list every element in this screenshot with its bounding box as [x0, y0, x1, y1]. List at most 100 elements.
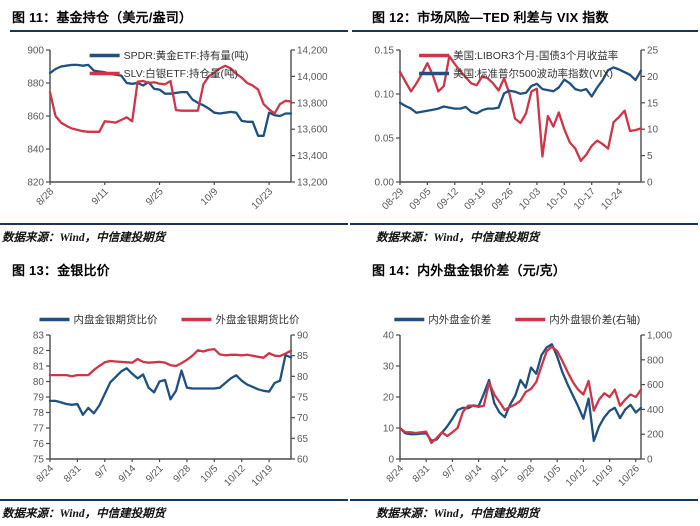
- x-axis-ticks: 8/24 8/31 9/7 9/14 9/21 9/28 10/5 10/12 10/19: [35, 459, 276, 489]
- svg-text:25: 25: [647, 46, 659, 57]
- legend-label-0: 美国:LIBOR3个月-国债3个月收益率: [453, 49, 618, 62]
- fig14-chart-area: 40 30 20 10 0 1,000 800 600 400 200 0 8/24 8/31 9/7 9/…: [354, 313, 698, 499]
- svg-text:860: 860: [27, 112, 44, 123]
- svg-text:9/11: 9/11: [90, 186, 111, 207]
- svg-text:82: 82: [33, 346, 45, 357]
- svg-text:75: 75: [297, 393, 309, 404]
- svg-text:85: 85: [297, 351, 309, 362]
- svg-text:0.10: 0.10: [375, 90, 395, 101]
- right-axis-ticks: 14,200 14,000 13,800 13,600 13,400 13,200: [291, 46, 328, 189]
- svg-text:9/7: 9/7: [93, 463, 111, 481]
- svg-text:65: 65: [297, 434, 309, 445]
- x-axis-ticks: 08-29 09-05 09-12 09-19 09-26 10-03 10-10 10-17…: [380, 182, 626, 212]
- fund-holdings-chart: 90088086084082014,20014,00013,80013,6001…: [27, 46, 328, 212]
- svg-text:9/28: 9/28: [516, 463, 538, 485]
- svg-text:5: 5: [647, 151, 653, 162]
- x-axis-ticks: 8/28 9/11 9/25 10/9 10/23: [35, 182, 276, 212]
- svg-text:0: 0: [647, 178, 653, 189]
- fig11-chart-area: 900 880 860 840 820 14,200 14,000 13,800 13,600 1…: [4, 42, 348, 222]
- series-line-1: [48, 64, 293, 133]
- fig12-footer-rule: [350, 223, 698, 225]
- svg-text:10/19: 10/19: [250, 463, 276, 489]
- right-axis-ticks: 25 20 15 10 5 0: [641, 46, 659, 189]
- svg-text:60: 60: [297, 455, 309, 466]
- legend-label-1: SLV:白银ETF:持仓量(吨): [124, 67, 238, 80]
- svg-text:9/14: 9/14: [117, 463, 139, 485]
- fig12-data-source: 数据来源：Wind，中信建投期货: [376, 232, 540, 244]
- svg-text:70: 70: [297, 413, 309, 424]
- panel-fig13: 图 13：金银比价 83 82 81 80 79 78 77 76 75 90 85 80 75 70 65…: [0, 253, 350, 526]
- series-line-0: [48, 63, 293, 137]
- svg-text:10/9: 10/9: [199, 186, 221, 208]
- svg-text:8/31: 8/31: [411, 463, 433, 485]
- svg-text:40: 40: [383, 331, 395, 342]
- fig11-data-source: 数据来源：Wind，中信建投期货: [2, 232, 166, 244]
- fig14-title: 图 14：内外盘金银价差（元/克）: [372, 263, 567, 278]
- svg-text:0.15: 0.15: [375, 46, 395, 57]
- svg-text:10-17: 10-17: [572, 186, 598, 212]
- svg-text:77: 77: [33, 424, 45, 435]
- panel-fig14: 图 14：内外盘金银价差（元/克） 40 30 20 10 0 1,000 800 600 40…: [350, 253, 700, 526]
- legend-label-1: 美国:标准普尔500波动率指数(VIX): [453, 67, 613, 80]
- svg-text:880: 880: [27, 79, 44, 90]
- legend-label-0: SPDR:黄金ETF:持有量(吨): [124, 49, 249, 62]
- series-line-1: [398, 345, 643, 445]
- svg-text:820: 820: [27, 178, 44, 189]
- svg-text:75: 75: [33, 455, 45, 466]
- svg-text:10/26: 10/26: [616, 463, 642, 489]
- svg-text:10/19: 10/19: [590, 463, 616, 489]
- svg-text:09-19: 09-19: [462, 186, 488, 212]
- svg-text:10/5: 10/5: [542, 463, 564, 485]
- svg-text:14,200: 14,200: [297, 46, 328, 57]
- fig11-title-rule: [10, 30, 348, 32]
- series-line-0: [48, 353, 293, 416]
- svg-text:10: 10: [647, 125, 659, 136]
- fig11-footer-rule: [0, 223, 348, 225]
- svg-text:09-05: 09-05: [408, 186, 434, 212]
- fig11-title: 图 11：基金持仓（美元/盎司）: [12, 10, 193, 25]
- svg-text:09-12: 09-12: [435, 186, 461, 212]
- svg-text:800: 800: [647, 355, 664, 366]
- svg-text:13,800: 13,800: [297, 98, 328, 109]
- fig14-footer: 数据来源：Wind，中信建投期货: [350, 499, 698, 521]
- left-axis-ticks: 900 880 860 840 820: [27, 46, 50, 189]
- left-axis-ticks: 83 82 81 80 79 78 77 76 75: [33, 331, 50, 466]
- svg-text:8/28: 8/28: [35, 186, 57, 208]
- fig12-title: 图 12：市场风险—TED 利差与 VIX 指数: [372, 10, 609, 25]
- legend-label-0: 内盘金银期货比价: [74, 313, 158, 326]
- svg-text:9/14: 9/14: [463, 463, 485, 485]
- series-line-1: [398, 66, 643, 115]
- x-axis-ticks: 8/24 8/31 9/7 9/14 9/21 9/28 10/5 10/12 10/19 10/…: [385, 459, 642, 489]
- svg-text:0.05: 0.05: [375, 134, 395, 145]
- svg-text:79: 79: [33, 393, 45, 404]
- plot: 90088086084082014,20014,00013,80013,6001…: [27, 46, 328, 212]
- series-line-0: [398, 55, 643, 163]
- legend-label-1: 外盘金银期货比价: [216, 313, 300, 326]
- svg-text:840: 840: [27, 145, 44, 156]
- svg-text:9/21: 9/21: [489, 463, 511, 485]
- svg-text:9/21: 9/21: [144, 463, 166, 485]
- svg-text:20: 20: [647, 72, 659, 83]
- legend: 内外盘金价差 内外盘银价差(右轴): [394, 313, 640, 326]
- legend-label-0: 内外盘金价差: [428, 313, 491, 326]
- svg-text:9/7: 9/7: [441, 463, 459, 481]
- svg-text:200: 200: [647, 430, 664, 441]
- svg-text:81: 81: [33, 362, 45, 373]
- series-line-1: [48, 347, 293, 378]
- svg-text:10/23: 10/23: [250, 186, 276, 212]
- svg-text:0: 0: [388, 455, 394, 466]
- svg-text:10: 10: [383, 424, 395, 435]
- svg-text:15: 15: [647, 98, 659, 109]
- legend: 内盘金银期货比价 外盘金银期货比价: [39, 313, 300, 326]
- svg-text:80: 80: [33, 377, 45, 388]
- fig12-footer: 数据来源：Wind，中信建投期货: [350, 223, 698, 245]
- svg-text:10/5: 10/5: [199, 463, 221, 485]
- right-axis-ticks: 90 85 80 75 70 65 60: [291, 331, 309, 466]
- legend: SPDR:黄金ETF:持有量(吨) SLV:白银ETF:持仓量(吨): [89, 49, 249, 80]
- fig13-data-source: 数据来源：Wind，中信建投期货: [2, 508, 166, 520]
- legend-label-1: 内外盘银价差(右轴): [549, 313, 640, 326]
- svg-text:10-24: 10-24: [599, 186, 625, 212]
